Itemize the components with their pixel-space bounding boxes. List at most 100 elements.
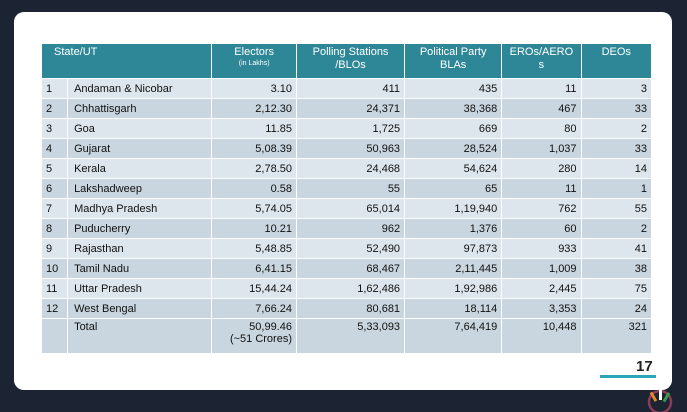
party-blas-value: 2,11,445 [404,258,503,279]
header-electors-label: Electors [234,46,275,58]
polling-stations-value: 52,490 [295,238,406,259]
polling-stations-value: 1,62,486 [295,278,406,299]
electors-value: 2,78.50 [211,158,297,179]
header-electors-unit: (in Lakhs) [238,60,270,67]
page-number: 17 [636,358,653,375]
eros-value: 80 [501,118,582,139]
table-row: 8 Puducherry 10.21 962 1,376 60 2 [40,218,653,239]
row-index: 5 [40,158,69,179]
state-name: Uttar Pradesh [67,278,213,299]
table-row: 5 Kerala 2,78.50 24,468 54,624 280 14 [40,158,653,179]
polling-stations-value: 50,963 [295,138,406,159]
party-blas-value: 28,524 [404,138,503,159]
total-electors-value: 50,99.46 [249,321,292,333]
total-eros: 10,448 [501,318,582,354]
party-blas-value: 65 [404,178,503,199]
deos-value: 2 [580,118,653,139]
header-deos: DEOs [580,43,653,79]
electors-value: 5,74.05 [211,198,297,219]
eros-value: 1,009 [501,258,582,279]
total-polling: 5,33,093 [295,318,406,354]
party-blas-value: 97,873 [404,238,503,259]
polling-stations-value: 55 [295,178,406,199]
table-row: 10 Tamil Nadu 6,41.15 68,467 2,11,445 1,009 38 [40,258,653,279]
table-row: 7 Madhya Pradesh 5,74.05 65,014 1,19,940 762 5… [40,198,653,219]
electors-value: 5,48.85 [211,238,297,259]
row-index: 9 [40,238,69,259]
state-name: West Bengal [67,298,213,319]
electors-value: 0.58 [211,178,297,199]
eros-value: 60 [501,218,582,239]
table-header-row: State/UT Electors (in Lakhs) Polling Sta… [40,43,653,79]
header-polling-line1: Polling Stations [312,46,389,58]
party-blas-value: 669 [404,118,503,139]
table-row: 6 Lakshadweep 0.58 55 65 11 1 [40,178,653,199]
row-index: 4 [40,138,69,159]
table-row: 2 Chhattisgarh 2,12.30 24,371 38,368 467 33 [40,98,653,119]
row-index: 7 [40,198,69,219]
total-electors-note: (~51 Crores) [229,333,292,345]
eros-value: 2,445 [501,278,582,299]
party-blas-value: 1,19,940 [404,198,503,219]
header-party-line1: Political Party [419,46,487,58]
state-name: Andaman & Nicobar [67,78,213,99]
eros-value: 3,353 [501,298,582,319]
table-row: 11 Uttar Pradesh 15,44.24 1,62,486 1,92,986 2… [40,278,653,299]
polling-stations-value: 411 [295,78,406,99]
polling-stations-value: 68,467 [295,258,406,279]
row-index: 10 [40,258,69,279]
header-state-label: State/UT [54,46,98,58]
total-index [40,318,69,354]
state-name: Madhya Pradesh [67,198,213,219]
state-name: Rajasthan [67,238,213,259]
polling-stations-value: 1,725 [295,118,406,139]
deos-value: 41 [580,238,653,259]
row-index: 12 [40,298,69,319]
eros-value: 1,037 [501,138,582,159]
electors-value: 7,66.24 [211,298,297,319]
party-blas-value: 18,114 [404,298,503,319]
electors-value: 11.85 [211,118,297,139]
state-name: Gujarat [67,138,213,159]
row-index: 11 [40,278,69,299]
election-commission-logo-icon [647,388,673,412]
table-row: 3 Goa 11.85 1,725 669 80 2 [40,118,653,139]
window-edge [0,0,14,412]
eros-value: 11 [501,178,582,199]
header-eros-line1: EROs/AERO [509,46,574,58]
deos-value: 2 [580,218,653,239]
table-row: 4 Gujarat 5,08.39 50,963 28,524 1,037 33 [40,138,653,159]
party-blas-value: 435 [404,78,503,99]
party-blas-value: 1,376 [404,218,503,239]
total-party: 7,64,419 [404,318,503,354]
electoral-statistics-table: State/UT Electors (in Lakhs) Polling Sta… [40,43,653,354]
electors-value: 3.10 [211,78,297,99]
eros-value: 933 [501,238,582,259]
polling-stations-value: 65,014 [295,198,406,219]
row-index: 1 [40,78,69,99]
table-row: 9 Rajasthan 5,48.85 52,490 97,873 933 41 [40,238,653,259]
row-index: 3 [40,118,69,139]
total-electors: 50,99.46 (~51 Crores) [211,318,297,354]
eros-value: 467 [501,98,582,119]
deos-value: 55 [580,198,653,219]
deos-value: 38 [580,258,653,279]
party-blas-value: 38,368 [404,98,503,119]
deos-value: 1 [580,178,653,199]
row-index: 2 [40,98,69,119]
header-polling: Polling Stations /BLOs [295,43,406,79]
table-total-row: Total 50,99.46 (~51 Crores) 5,33,093 7,64,41… [40,318,653,354]
header-deos-label: DEOs [601,46,631,58]
header-party-line2: BLAs [440,59,467,71]
table-body: 1 Andaman & Nicobar 3.10 411 435 11 3 2 Chhattis… [40,78,653,354]
eros-value: 280 [501,158,582,179]
electors-value: 6,41.15 [211,258,297,279]
eros-value: 762 [501,198,582,219]
electors-value: 5,08.39 [211,138,297,159]
electors-value: 15,44.24 [211,278,297,299]
party-blas-value: 1,92,986 [404,278,503,299]
header-eros-line2: s [538,59,545,71]
header-party: Political Party BLAs [404,43,503,79]
deos-value: 33 [580,98,653,119]
row-index: 8 [40,218,69,239]
